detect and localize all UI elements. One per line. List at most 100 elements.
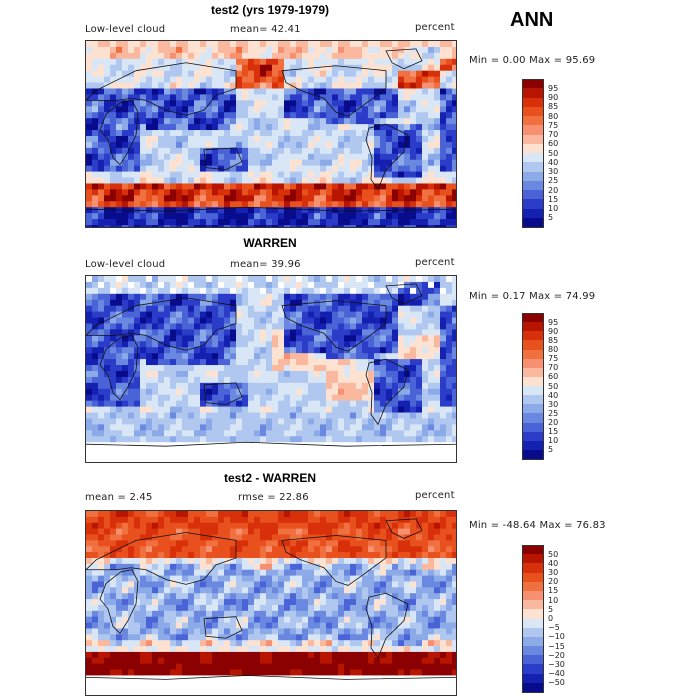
colorbar-swatch <box>522 581 544 592</box>
colorbar-swatch <box>522 609 544 619</box>
colorbar-swatch <box>522 125 544 135</box>
colorbar-tick-label: 50 <box>548 381 559 391</box>
colorbar-tick-label: 80 <box>548 111 559 121</box>
colorbar-swatch <box>522 97 544 108</box>
colorbar-swatch <box>522 395 544 405</box>
colorbar-tick-label: 50 <box>548 148 559 158</box>
colorbar-tick-label: 5 <box>548 445 554 455</box>
coastline <box>86 532 237 585</box>
colorbar-tick-label: 90 <box>548 326 559 336</box>
colorbar-swatch <box>522 349 544 360</box>
coastline <box>86 206 456 212</box>
colorbar-tick-label: 20 <box>548 418 559 427</box>
panel-3-minmax: Min = -48.64 Max = 76.83 <box>469 520 606 531</box>
colorbar-swatch <box>522 190 544 200</box>
colorbar-tick-label: 20 <box>548 185 559 195</box>
panel-3-rmse-label: rmse = 22.86 <box>238 492 309 503</box>
panel-2-minmax: Min = 0.17 Max = 74.99 <box>469 291 596 302</box>
colorbar-swatch <box>522 655 544 665</box>
panel-1-map <box>85 40 457 228</box>
coastline <box>86 62 237 116</box>
colorbar-tick-label: 95 <box>548 83 559 93</box>
panel-1-units-label: percent <box>415 22 455 33</box>
colorbar-swatch <box>522 162 544 172</box>
colorbar-tick-label: 0 <box>548 614 554 623</box>
colorbar-swatch <box>522 600 544 610</box>
colorbar-swatch <box>522 153 544 163</box>
coastline <box>203 382 243 406</box>
colorbar-tick-label: 10 <box>548 204 559 213</box>
colorbar-swatch <box>522 545 544 555</box>
colorbar-tick-label: 30 <box>548 399 559 409</box>
coastline <box>86 441 456 447</box>
colorbar-tick-label: 95 <box>548 317 559 327</box>
colorbar-swatch <box>522 331 544 341</box>
colorbar-tick-label: 70 <box>548 363 559 373</box>
colorbar-swatch <box>522 199 544 209</box>
colorbar-swatch <box>522 322 544 332</box>
coastline <box>385 48 423 70</box>
colorbar-swatch <box>522 664 544 675</box>
colorbar-tick-label: 85 <box>548 102 559 112</box>
colorbar-swatch <box>522 413 544 423</box>
panel-3-title: test2 - WARREN <box>223 471 316 485</box>
colorbar-swatch <box>522 143 544 154</box>
colorbar-tick-label: 60 <box>548 372 559 382</box>
colorbar-tick-label: 25 <box>548 176 559 186</box>
panel-2-title: WARREN <box>243 236 297 250</box>
colorbar-swatch <box>522 572 544 583</box>
colorbar-tick-label: 10 <box>548 595 559 605</box>
coastline <box>365 358 409 426</box>
colorbar-tick-label: 5 <box>548 604 554 614</box>
colorbar-tick-label: 10 <box>548 436 559 446</box>
colorbar-swatch <box>522 682 544 693</box>
colorbar-tick-label: 75 <box>548 354 559 364</box>
colorbar-swatch <box>522 673 544 684</box>
colorbar-tick-label: −30 <box>548 659 565 669</box>
colorbar-tick-label: 40 <box>548 558 559 568</box>
map-field <box>86 511 456 695</box>
colorbar-swatch <box>522 422 544 433</box>
panel-1-variable-label: Low-level cloud <box>85 24 166 35</box>
panel-2-units-label: percent <box>415 257 455 268</box>
colorbar-swatch <box>522 358 544 369</box>
panel-3-units-label: percent <box>415 490 455 501</box>
colorbar-swatch <box>522 88 544 98</box>
panel-2-variable-label: Low-level cloud <box>85 259 166 270</box>
colorbar-swatch <box>522 79 544 89</box>
colorbar-tick-label: −50 <box>548 678 565 688</box>
map-field <box>86 276 456 462</box>
coastline <box>281 65 387 117</box>
colorbar-swatch <box>522 208 544 219</box>
season-label: ANN <box>510 9 554 31</box>
panel-1-mean-label: mean= 42.41 <box>230 24 301 35</box>
coastline <box>281 535 387 586</box>
panel-1-minmax: Min = 0.00 Max = 95.69 <box>469 55 596 66</box>
colorbar-swatch <box>522 116 544 126</box>
coastline <box>365 592 409 659</box>
colorbar-swatch <box>522 386 544 396</box>
colorbar-swatch <box>522 449 544 460</box>
coastline <box>385 283 423 305</box>
colorbar-swatch <box>522 404 544 414</box>
coastline <box>99 334 139 401</box>
colorbar-tick-label: −10 <box>548 632 565 642</box>
colorbar-tick-label: 40 <box>548 390 559 400</box>
colorbar-tick-label: −20 <box>548 650 565 660</box>
colorbar-swatch <box>522 627 544 638</box>
colorbar-tick-label: −40 <box>548 669 565 679</box>
colorbar-swatch <box>522 106 544 117</box>
colorbar-tick-label: −5 <box>548 623 560 633</box>
colorbar-swatch <box>522 171 544 182</box>
coastline <box>203 147 243 171</box>
colorbar-tick-label: 5 <box>548 213 554 223</box>
panel-3-colorbar: 50 40 30 20 15 10 5 0 −5 −10 −15 −20 −30 −40 −50 <box>522 545 582 693</box>
panel-3-map <box>85 510 457 696</box>
colorbar-tick-label: 15 <box>548 427 559 437</box>
panel-2-colorbar: 95 90 85 80 75 70 60 50 40 30 25 20 15 10 5 <box>522 313 582 460</box>
coastline <box>281 300 387 352</box>
colorbar-tick-label: 75 <box>548 120 559 130</box>
colorbar-tick-label: 15 <box>548 194 559 204</box>
coastline <box>86 675 456 680</box>
colorbar-swatch <box>522 376 544 387</box>
